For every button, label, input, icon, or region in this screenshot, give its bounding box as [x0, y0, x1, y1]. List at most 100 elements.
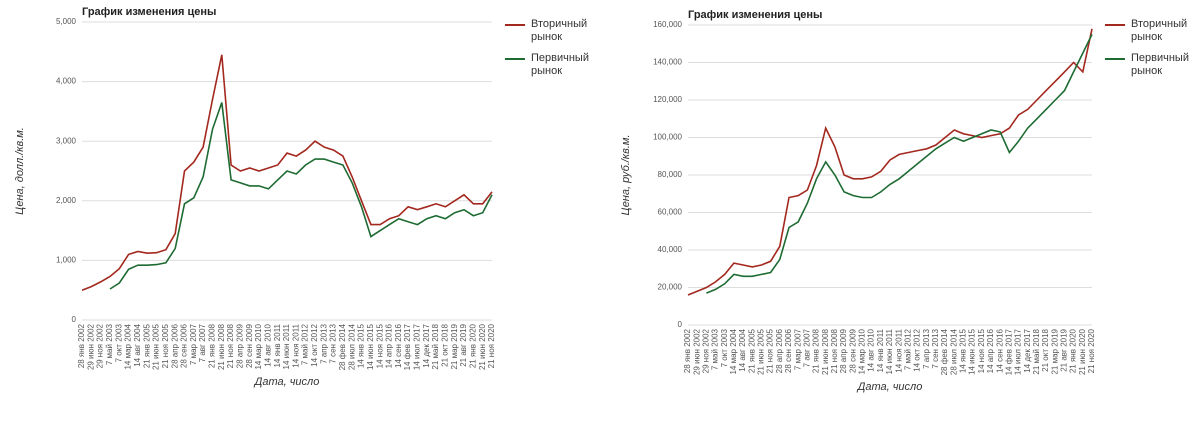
x-tick-label: 21 июн 2005 — [152, 323, 161, 370]
x-tick-label: 21 июн 2008 — [217, 323, 226, 370]
legend: Вторичный рынок Первичный рынок — [1105, 18, 1200, 86]
y-tick-label: 140,000 — [653, 58, 682, 67]
x-tick-label: 14 ноя 2011 — [291, 323, 300, 367]
x-tick-label: 14 фев 2017 — [1004, 328, 1013, 375]
x-tick-label: 28 фев 2014 — [338, 323, 347, 370]
chart-title: График изменения цены — [82, 6, 216, 18]
legend-swatch — [505, 24, 525, 26]
y-tick-label: 40,000 — [658, 245, 683, 254]
x-tick-label: 14 сен 2016 — [995, 328, 1004, 373]
x-tick-label: 14 дек 2017 — [422, 323, 431, 367]
legend: Вторичный рынок Первичный рынок — [505, 18, 600, 86]
x-tick-label: 14 июн 2015 — [366, 323, 375, 370]
x-tick-label: 14 ноя 2015 — [375, 323, 384, 368]
x-tick-label: 21 июн 2008 — [821, 328, 830, 375]
x-tick-label: 14 июн 2011 — [885, 328, 894, 374]
x-tick-label: 28 июл 2014 — [949, 328, 958, 375]
x-tick-label: 29 июн 2002 — [86, 323, 95, 370]
x-tick-label: 14 окт 2012 — [913, 328, 922, 371]
x-tick-label: 21 июн 2020 — [478, 323, 487, 370]
legend-item: Вторичный рынок — [505, 18, 591, 44]
y-axis-title: Цена, руб./кв.м. — [620, 134, 632, 215]
x-tick-label: 14 авг 2010 — [263, 323, 272, 366]
y-tick-label: 160,000 — [653, 20, 682, 29]
y-tick-label: 80,000 — [658, 170, 683, 179]
x-tick-label: 21 июн 2005 — [757, 328, 766, 375]
series-line — [706, 34, 1093, 294]
x-tick-label: 21 янв 2020 — [468, 323, 477, 368]
y-tick-label: 3,000 — [56, 136, 77, 145]
y-axis-title: Цена, долл./кв.м. — [14, 127, 26, 215]
x-tick-label: 21 ноя 2005 — [766, 328, 775, 373]
x-tick-label: 28 апр 2006 — [170, 323, 179, 368]
x-tick-label: 14 мар 2010 — [254, 323, 263, 369]
x-tick-label: 28 янв 2002 — [77, 323, 86, 368]
x-tick-label: 14 авг 2010 — [867, 328, 876, 371]
x-tick-label: 14 фев 2017 — [403, 323, 412, 370]
x-tick-label: 7 апр 2013 — [319, 323, 328, 363]
y-tick-label: 2,000 — [56, 196, 77, 205]
x-tick-label: 21 янв 2020 — [1069, 328, 1078, 373]
x-tick-label: 14 мар 2010 — [858, 328, 867, 374]
x-tick-label: 14 мар 2004 — [124, 323, 133, 369]
x-tick-label: 21 ноя 2008 — [226, 323, 235, 368]
x-tick-label: 28 апр 2009 — [839, 328, 848, 373]
x-tick-label: 21 окт 2018 — [441, 323, 450, 366]
legend-item: Первичный рынок — [1105, 52, 1191, 78]
x-tick-label: 21 авг 2019 — [1060, 328, 1069, 371]
x-tick-label: 28 сен 2006 — [180, 323, 189, 368]
x-tick-label: 21 май 2018 — [1032, 328, 1041, 374]
x-tick-label: 29 ноя 2002 — [96, 323, 105, 368]
x-tick-label: 28 апр 2006 — [775, 328, 784, 373]
x-tick-label: 28 фев 2014 — [940, 328, 949, 375]
x-tick-label: 7 мар 2007 — [189, 323, 198, 365]
legend-item: Вторичный рынок — [1105, 18, 1191, 44]
legend-swatch — [1105, 58, 1125, 60]
x-tick-label: 28 апр 2009 — [236, 323, 245, 368]
legend-swatch — [1105, 24, 1125, 26]
series-line — [687, 28, 1093, 296]
x-tick-label: 14 янв 2011 — [876, 328, 885, 372]
y-tick-label: 5,000 — [56, 17, 77, 26]
x-tick-label: 14 июн 2015 — [968, 328, 977, 375]
x-tick-label: 14 апр 2016 — [986, 328, 995, 373]
series-line — [81, 54, 493, 291]
y-tick-label: 4,000 — [56, 77, 77, 86]
x-tick-label: 21 окт 2018 — [1041, 328, 1050, 371]
x-tick-label: 21 мар 2019 — [450, 323, 459, 369]
x-tick-label: 7 май 2012 — [903, 328, 912, 370]
x-tick-label: 21 янв 2008 — [812, 328, 821, 373]
legend-label: Первичный рынок — [1131, 52, 1189, 77]
x-tick-label: 21 май 2018 — [431, 323, 440, 369]
x-tick-label: 7 окт 2003 — [720, 328, 729, 367]
x-tick-label: 21 янв 2005 — [142, 323, 151, 368]
x-tick-label: 21 янв 2005 — [747, 328, 756, 373]
y-tick-label: 60,000 — [658, 208, 683, 217]
x-tick-label: 14 ноя 2015 — [977, 328, 986, 373]
x-tick-label: 14 авг 2004 — [738, 328, 747, 371]
x-tick-label: 21 ноя 2020 — [1087, 328, 1096, 373]
x-tick-label: 14 июн 2011 — [282, 323, 291, 369]
x-tick-label: 21 ноя 2005 — [161, 323, 170, 368]
x-tick-label: 29 июн 2002 — [692, 328, 701, 375]
x-axis-title: Дата, число — [856, 381, 923, 393]
x-tick-label: 28 янв 2002 — [683, 328, 692, 373]
x-tick-label: 21 авг 2019 — [459, 323, 468, 366]
y-tick-label: 0 — [72, 315, 77, 324]
x-tick-label: 14 ноя 2011 — [894, 328, 903, 372]
x-tick-label: 7 май 2003 — [711, 328, 720, 370]
x-tick-label: 7 апр 2013 — [922, 328, 931, 368]
legend-label: Вторичный рынок — [531, 18, 588, 43]
x-tick-label: 14 июл 2017 — [413, 323, 422, 370]
x-tick-label: 14 янв 2015 — [357, 323, 366, 368]
chart: График изменения цены 0 20,000 40,000 60,000… — [620, 9, 1096, 393]
x-tick-label: 7 авг 2007 — [198, 323, 207, 362]
x-tick-label: 29 ноя 2002 — [701, 328, 710, 373]
x-tick-label: 14 янв 2011 — [273, 323, 282, 367]
x-tick-label: 14 сен 2016 — [394, 323, 403, 368]
x-tick-label: 14 дек 2017 — [1023, 328, 1032, 372]
y-tick-label: 20,000 — [658, 283, 683, 292]
legend-label: Вторичный рынок — [1131, 18, 1188, 43]
x-tick-label: 28 сен 2006 — [784, 328, 793, 373]
